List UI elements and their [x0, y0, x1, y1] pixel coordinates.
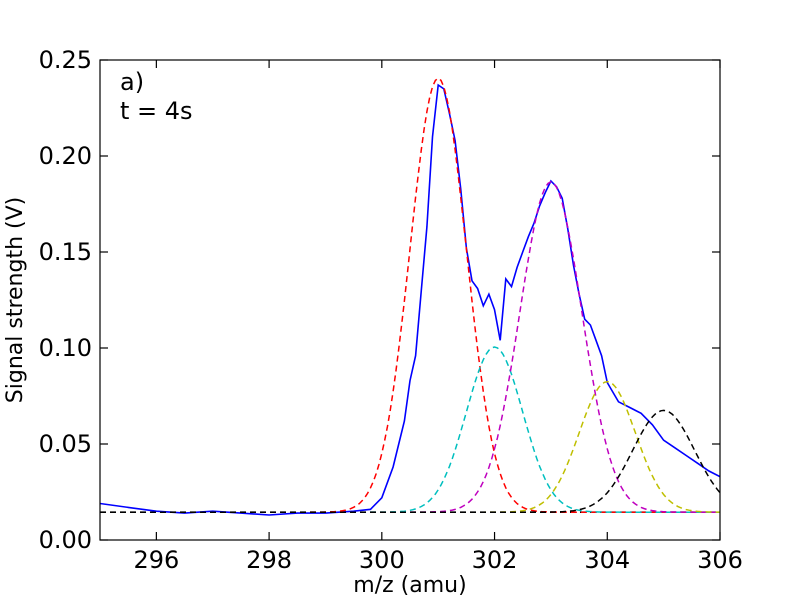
x-tick-label: 298: [246, 546, 292, 574]
y-tick-label: 0.25: [39, 46, 92, 74]
y-tick-label: 0.15: [39, 238, 92, 266]
y-tick-label: 0.20: [39, 142, 92, 170]
y-tick-label: 0.00: [39, 526, 92, 554]
plot-layer: [100, 77, 720, 516]
fit-curve-301: [100, 77, 720, 513]
x-tick-label: 300: [359, 546, 405, 574]
x-tick-label: 302: [472, 546, 518, 574]
plot-frame: [99, 59, 721, 541]
x-tick-label: 306: [697, 546, 743, 574]
y-tick-label: 0.05: [39, 430, 92, 458]
measured-signal-line: [100, 83, 720, 516]
ticks-layer: 296 298 300 302 304 306 0.00 0.05 0.10 0.15 0.20 0.…: [39, 46, 743, 574]
y-tick-label: 0.10: [39, 334, 92, 362]
x-tick-label: 296: [133, 546, 179, 574]
x-axis-label: m/z (amu): [353, 573, 466, 598]
x-tick-label: 304: [584, 546, 630, 574]
fit-curve-302: [100, 346, 720, 513]
fit-curve-305: [100, 409, 720, 513]
y-axis-label: Signal strength (V): [3, 197, 28, 403]
plot-area: [100, 77, 720, 516]
annotation-time-label: t = 4s: [120, 97, 193, 125]
fit-curve-304: [100, 380, 720, 513]
fit-curve-303: [100, 181, 720, 513]
annotation-panel-label: a): [120, 68, 144, 96]
